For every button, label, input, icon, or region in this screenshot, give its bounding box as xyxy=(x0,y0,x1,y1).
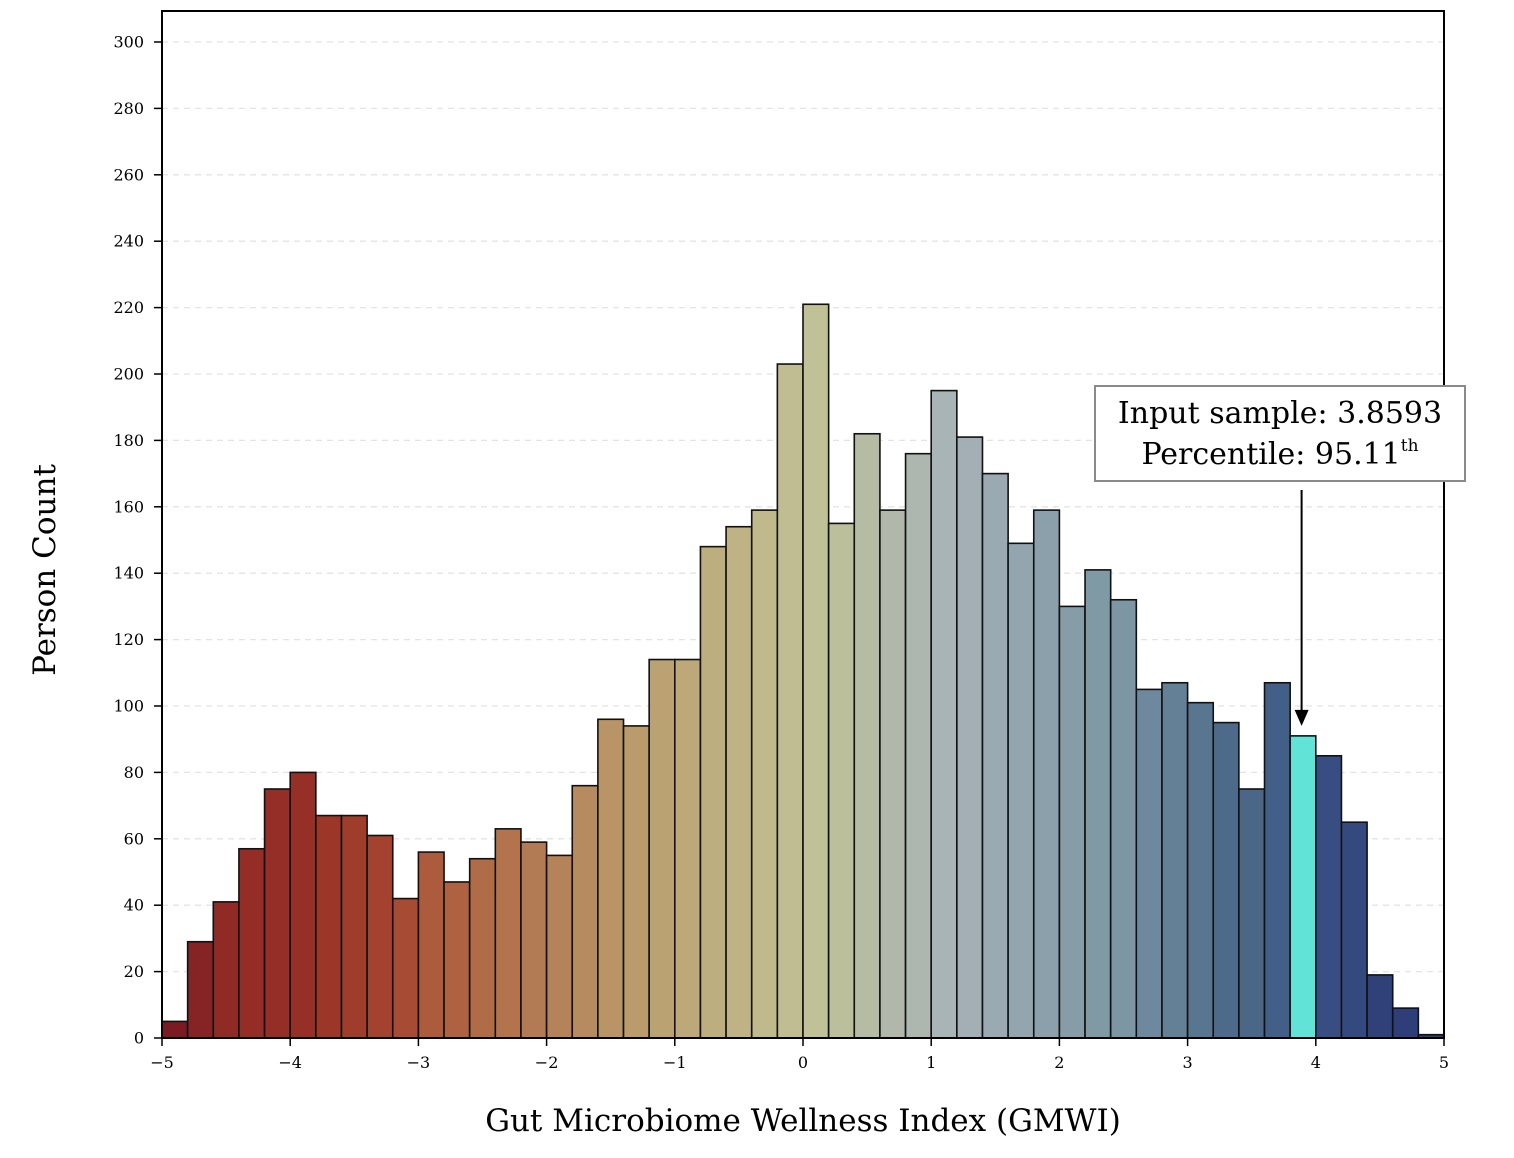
x-axis-label: Gut Microbiome Wellness Index (GMWI) xyxy=(485,1103,1121,1139)
bar xyxy=(981,472,1009,1039)
bar xyxy=(1186,701,1215,1039)
bar xyxy=(699,545,727,1039)
annotation-line-1: Input sample: 3.8593 xyxy=(1117,395,1443,431)
bar xyxy=(391,897,420,1039)
bar xyxy=(1263,681,1291,1039)
bar xyxy=(263,788,291,1039)
bar xyxy=(186,940,215,1039)
y-tick-label: 260 xyxy=(113,165,144,184)
bar xyxy=(1084,569,1112,1039)
bar xyxy=(443,881,471,1039)
bar xyxy=(494,828,522,1039)
y-tick-label: 180 xyxy=(113,431,144,450)
bar xyxy=(827,522,856,1039)
bar xyxy=(238,847,266,1039)
bar xyxy=(1007,542,1035,1039)
x-tick-label: 4 xyxy=(1311,1053,1321,1072)
bar xyxy=(879,509,907,1039)
bar xyxy=(725,525,753,1039)
y-tick-label: 120 xyxy=(113,630,144,649)
bar xyxy=(802,303,830,1039)
x-tick-label: 0 xyxy=(798,1053,808,1072)
y-axis: 0 20 40 60 80 100 120 140 160 180 200 220 240 260 280 3… xyxy=(113,33,162,1048)
x-axis: −5 −4 −3 −2 −1 0 1 2 3 4 5 xyxy=(150,1038,1449,1072)
annotation-line-2: Percentile: 95.11th xyxy=(1141,434,1418,475)
bar xyxy=(161,1020,189,1039)
y-tick-label: 240 xyxy=(113,232,144,251)
x-tick-label: −3 xyxy=(407,1053,431,1072)
bar xyxy=(1161,681,1189,1039)
y-tick-label: 300 xyxy=(113,33,144,52)
y-tick-label: 220 xyxy=(113,298,144,317)
x-tick-label: −4 xyxy=(278,1053,302,1072)
bar xyxy=(1109,598,1138,1039)
bar xyxy=(366,834,394,1039)
bar xyxy=(212,901,240,1039)
annotation-arrow xyxy=(1294,490,1309,726)
bar xyxy=(545,854,574,1039)
x-tick-label: −1 xyxy=(663,1053,687,1072)
bar xyxy=(289,771,317,1039)
annotation-box: Input sample: 3.8593 Percentile: 95.11th xyxy=(1094,385,1466,482)
y-tick-label: 20 xyxy=(124,962,144,981)
arrow-head xyxy=(1294,709,1309,726)
bar xyxy=(597,718,625,1039)
histogram-bars xyxy=(161,303,1445,1039)
y-tick-label: 60 xyxy=(124,829,144,848)
bar xyxy=(468,857,497,1039)
x-tick-label: 5 xyxy=(1439,1053,1449,1072)
bar xyxy=(1315,754,1343,1039)
y-tick-label: 200 xyxy=(113,365,144,384)
bar xyxy=(1340,821,1368,1039)
bar xyxy=(1212,721,1240,1039)
bar xyxy=(315,814,343,1039)
x-tick-label: 1 xyxy=(926,1053,936,1072)
bar xyxy=(750,509,779,1039)
x-tick-label: 3 xyxy=(1183,1053,1193,1072)
y-tick-label: 140 xyxy=(113,564,144,583)
bar xyxy=(520,841,548,1039)
x-tick-label: −5 xyxy=(150,1053,174,1072)
y-axis-label: Person Count xyxy=(27,464,63,676)
bar xyxy=(417,851,445,1039)
y-tick-label: 80 xyxy=(124,763,144,782)
bar xyxy=(648,658,676,1039)
bar xyxy=(571,784,599,1039)
bar xyxy=(340,814,368,1039)
y-tick-label: 100 xyxy=(113,697,144,716)
x-tick-label: 2 xyxy=(1054,1053,1064,1072)
bar xyxy=(1238,788,1266,1039)
y-tick-label: 280 xyxy=(113,99,144,118)
bar xyxy=(1366,974,1394,1039)
bar xyxy=(853,432,881,1039)
highlighted-bar xyxy=(1289,735,1317,1039)
x-tick-label: −2 xyxy=(535,1053,559,1072)
bar xyxy=(776,363,804,1039)
percentile-value: Percentile: 95.11 xyxy=(1141,436,1401,472)
bar xyxy=(904,452,932,1039)
bar xyxy=(1032,509,1061,1039)
bar xyxy=(930,389,958,1039)
bar xyxy=(956,436,984,1039)
bar xyxy=(1135,688,1163,1039)
y-tick-label: 40 xyxy=(124,896,144,915)
bar xyxy=(673,658,702,1039)
y-tick-label: 0 xyxy=(134,1029,144,1048)
y-tick-label: 160 xyxy=(113,497,144,516)
percentile-suffix: th xyxy=(1400,435,1419,456)
bar xyxy=(622,725,650,1039)
bar xyxy=(1058,605,1086,1039)
bar xyxy=(1391,1007,1420,1039)
